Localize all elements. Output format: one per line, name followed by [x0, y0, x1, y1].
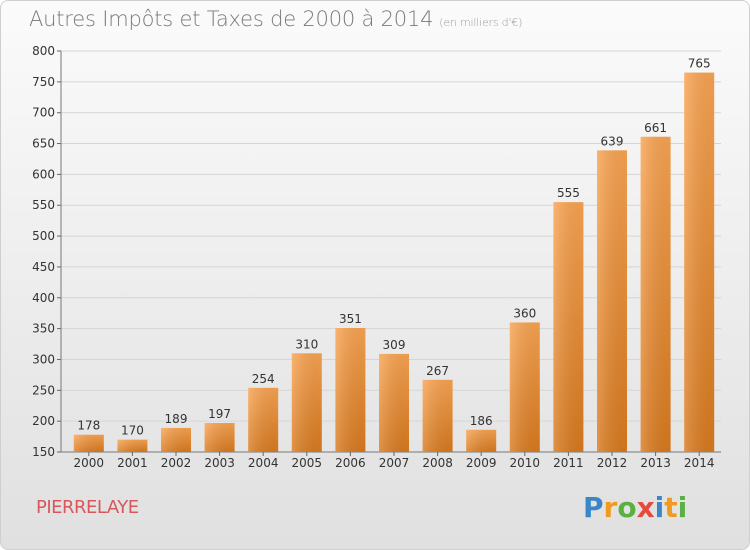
- svg-text:Proxiti: Proxiti: [583, 491, 687, 524]
- chart-title: Autres Impôts et Taxes de 2000 à 2014 (en…: [29, 7, 522, 31]
- bar-shade-2000: [73, 434, 104, 452]
- data-label-2004: 254: [252, 372, 275, 386]
- x-tick-label-2014: 2014: [684, 456, 715, 470]
- location-name: PIERRELAYE: [36, 497, 139, 518]
- y-tick-label: 350: [32, 322, 55, 336]
- y-tick-label: 700: [32, 106, 55, 120]
- bar-shade-2010: [509, 322, 540, 452]
- y-tick-label: 500: [32, 229, 55, 243]
- bar-shade-2011: [553, 202, 584, 452]
- x-tick-label-2011: 2011: [553, 456, 584, 470]
- y-tick-label: 150: [32, 445, 55, 459]
- x-tick-label-2004: 2004: [248, 456, 279, 470]
- data-label-2012: 639: [601, 134, 624, 148]
- bar-shade-2004: [248, 387, 279, 452]
- bar-shade-2001: [117, 439, 148, 452]
- x-tick-label-2000: 2000: [74, 456, 105, 470]
- y-tick-label: 800: [32, 44, 55, 58]
- data-label-2003: 197: [208, 407, 231, 421]
- bar-shade-2009: [466, 429, 497, 452]
- x-tick-label-2003: 2003: [204, 456, 235, 470]
- bar-shade-2013: [640, 136, 671, 452]
- x-tick-label-2005: 2005: [292, 456, 323, 470]
- bar-shade-2002: [161, 427, 191, 452]
- x-tick-label-2012: 2012: [597, 456, 628, 470]
- data-label-2006: 351: [339, 312, 362, 326]
- data-label-2007: 309: [383, 338, 406, 352]
- bar-shade-2006: [335, 327, 366, 452]
- bar-shade-2012: [597, 150, 627, 452]
- x-tick-label-2013: 2013: [640, 456, 671, 470]
- data-label-2008: 267: [426, 364, 449, 378]
- x-tick-label-2001: 2001: [117, 456, 148, 470]
- bar-shade-2014: [684, 72, 715, 452]
- bars-layer: [73, 72, 715, 452]
- proxiti-logo: Proxiti: [583, 491, 687, 524]
- y-tick-label: 600: [32, 167, 55, 181]
- bar-shade-2003: [204, 423, 235, 452]
- y-tick-label: 750: [32, 75, 55, 89]
- chart-unit: (en milliers d'€): [439, 16, 523, 29]
- data-label-2001: 170: [121, 424, 144, 438]
- data-label-2005: 310: [295, 337, 318, 351]
- x-tick-label-2007: 2007: [379, 456, 410, 470]
- data-label-2014: 765: [688, 57, 711, 71]
- y-tick-label: 650: [32, 137, 55, 151]
- data-label-2013: 661: [644, 121, 667, 135]
- y-tick-label: 450: [32, 260, 55, 274]
- data-label-2011: 555: [557, 186, 580, 200]
- x-tick-label-2006: 2006: [335, 456, 366, 470]
- bar-shade-2008: [422, 379, 453, 452]
- data-label-2000: 178: [77, 419, 100, 433]
- x-tick-label-2010: 2010: [510, 456, 541, 470]
- chart-title-text: Autres Impôts et Taxes de 2000 à 2014: [29, 7, 434, 31]
- y-tick-label: 550: [32, 198, 55, 212]
- data-label-2002: 189: [165, 412, 188, 426]
- x-tick-label-2009: 2009: [466, 456, 497, 470]
- y-tick-label: 300: [32, 352, 55, 366]
- x-tick-label-2008: 2008: [422, 456, 453, 470]
- y-tick-label: 200: [32, 414, 55, 428]
- labels-layer: 150 200 250 300 350 400 450 500 550 600 650 700 750 8…: [32, 44, 714, 470]
- bar-shade-2005: [291, 353, 322, 452]
- y-tick-label: 400: [32, 291, 55, 305]
- y-tick-label: 250: [32, 383, 55, 397]
- bar-shade-2007: [379, 353, 409, 452]
- data-label-2009: 186: [470, 414, 493, 428]
- data-label-2010: 360: [513, 306, 536, 320]
- x-tick-label-2002: 2002: [161, 456, 192, 470]
